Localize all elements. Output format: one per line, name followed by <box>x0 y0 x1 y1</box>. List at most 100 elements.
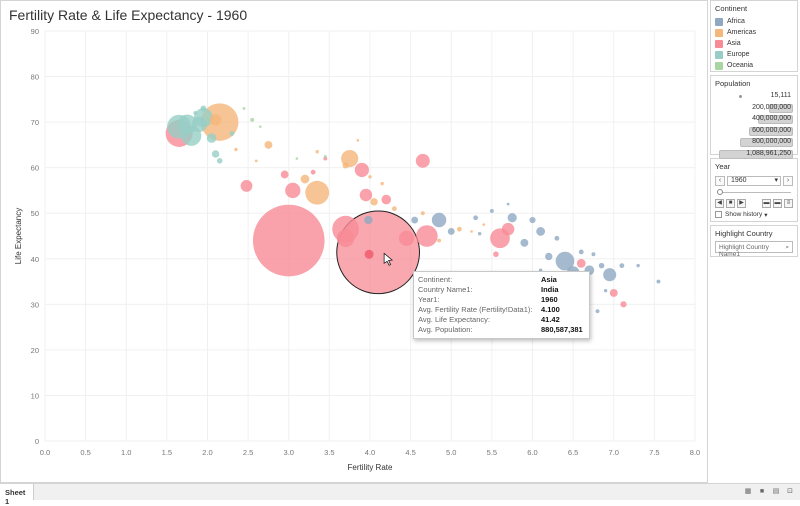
year-dropdown[interactable]: 1960 ▾ <box>727 175 781 186</box>
scatter-plot[interactable]: 0.0 0.5 1.0 1.5 2.0 2.5 3.0 3.5 4.0 4.5 5.0 5.5 6.0 6… <box>1 1 707 482</box>
data-point-asia[interactable] <box>336 229 355 248</box>
data-point-europe[interactable] <box>200 105 207 112</box>
data-point-africa[interactable] <box>591 252 596 257</box>
data-point-oceania[interactable] <box>250 117 255 122</box>
data-point-europe[interactable] <box>191 116 208 133</box>
data-point-asia[interactable] <box>280 170 289 179</box>
data-point-asia[interactable] <box>416 225 438 247</box>
data-point-asia[interactable] <box>576 258 586 268</box>
data-point-americas[interactable] <box>380 181 384 186</box>
data-point-africa[interactable] <box>507 213 517 223</box>
data-point-africa[interactable] <box>595 309 600 314</box>
grid-icon[interactable]: ▦ <box>744 488 752 495</box>
tab-sheet-1[interactable]: Sheet 1 <box>0 484 34 506</box>
chevron-down-icon[interactable]: ▾ <box>764 211 768 219</box>
data-point-asia[interactable] <box>415 153 430 168</box>
data-point-africa[interactable] <box>431 212 447 228</box>
data-point-africa[interactable] <box>364 215 373 225</box>
legend-item-europe[interactable]: Europe <box>715 49 793 60</box>
data-point-americas[interactable] <box>315 150 319 154</box>
data-point-asia[interactable] <box>252 204 325 277</box>
data-point-americas[interactable] <box>356 139 360 142</box>
list-icon[interactable]: ▤ <box>772 488 780 495</box>
data-point-americas[interactable] <box>264 140 273 149</box>
filmstrip-icon[interactable]: ■ <box>759 488 765 495</box>
data-point-americas[interactable] <box>368 175 372 179</box>
speed-fast-icon[interactable]: ≡ <box>784 198 793 208</box>
data-point-africa[interactable] <box>489 208 494 213</box>
data-point-americas[interactable] <box>300 174 310 184</box>
data-point-africa[interactable] <box>536 227 546 236</box>
data-point-asia[interactable] <box>381 194 392 205</box>
data-point-asia[interactable] <box>240 179 253 192</box>
data-point-europe[interactable] <box>211 150 220 158</box>
data-point-americas[interactable] <box>254 159 258 163</box>
data-point-africa[interactable] <box>473 215 479 221</box>
data-point-africa[interactable] <box>603 288 608 293</box>
data-point-europe[interactable] <box>216 158 223 164</box>
data-point-africa[interactable] <box>603 268 617 282</box>
data-point-africa[interactable] <box>554 235 560 241</box>
data-point-americas[interactable] <box>420 211 425 216</box>
data-point-asia[interactable] <box>285 182 301 199</box>
data-point-europe[interactable] <box>193 111 198 115</box>
next-year-button[interactable]: › <box>783 175 793 186</box>
highlight-country-input[interactable]: Highlight Country Name1 ⌕ <box>715 241 793 258</box>
data-point-africa[interactable] <box>411 216 419 224</box>
data-point-asia[interactable] <box>354 162 369 178</box>
data-point-africa[interactable] <box>545 252 553 261</box>
data-point-africa[interactable] <box>656 279 661 284</box>
data-point-americas[interactable] <box>470 230 473 233</box>
data-point-europe[interactable] <box>229 131 235 136</box>
data-point-americas[interactable] <box>305 180 330 205</box>
legend-item-asia[interactable]: Asia <box>715 38 793 49</box>
data-point-oceania[interactable] <box>295 157 299 160</box>
data-point-asia[interactable] <box>359 188 373 202</box>
data-point-asia[interactable] <box>398 230 415 246</box>
speed-medium-icon[interactable]: ▬ <box>773 198 782 208</box>
speed-slow-icon[interactable]: ▬ <box>762 198 771 208</box>
data-point-americas[interactable] <box>456 226 462 232</box>
presentation-icon[interactable]: ⊡ <box>787 488 793 495</box>
data-point-asia[interactable] <box>609 289 618 297</box>
data-point-africa[interactable] <box>506 202 510 206</box>
data-point-americas[interactable] <box>391 206 397 212</box>
data-point-americas[interactable] <box>209 114 222 126</box>
data-point-asia[interactable] <box>323 156 328 161</box>
data-point-asia[interactable] <box>620 301 627 308</box>
prev-year-button[interactable]: ‹ <box>715 175 725 186</box>
data-point-asia[interactable] <box>501 222 515 236</box>
data-point-africa[interactable] <box>619 263 625 269</box>
data-point-americas[interactable] <box>370 198 378 206</box>
data-point-africa[interactable] <box>578 249 584 255</box>
data-point-americas[interactable] <box>342 162 349 169</box>
play-icon[interactable]: ▶ <box>737 198 746 208</box>
stop-icon[interactable]: ■ <box>726 198 735 208</box>
data-point-europe[interactable] <box>177 114 198 135</box>
legend-item-oceania[interactable]: Oceania <box>715 60 793 71</box>
data-point-oceania[interactable] <box>259 125 262 128</box>
y-tick-label: 60 <box>31 164 39 173</box>
show-history-checkbox[interactable] <box>715 211 722 218</box>
data-point-africa[interactable] <box>447 228 455 235</box>
data-point-asia[interactable] <box>493 251 499 258</box>
legend-item-americas[interactable]: Americas <box>715 27 793 38</box>
data-point-asia[interactable] <box>310 169 316 175</box>
data-point-americas[interactable] <box>482 223 486 227</box>
legend-item-africa[interactable]: Africa <box>715 16 793 27</box>
data-point-africa[interactable] <box>598 262 605 269</box>
data-point-africa[interactable] <box>555 251 575 271</box>
data-point-oceania[interactable] <box>323 154 327 158</box>
data-point-africa[interactable] <box>477 232 482 236</box>
y-tick-label: 30 <box>31 300 39 309</box>
year-slider[interactable] <box>715 187 793 197</box>
data-point-africa[interactable] <box>636 263 640 268</box>
data-point-americas[interactable] <box>437 238 442 243</box>
step-back-icon[interactable]: ◀ <box>715 198 724 208</box>
data-point-europe[interactable] <box>206 133 217 143</box>
data-point-africa[interactable] <box>520 238 529 247</box>
slider-handle[interactable] <box>717 189 723 195</box>
data-point-oceania[interactable] <box>242 107 246 110</box>
data-point-africa[interactable] <box>529 216 536 224</box>
data-point-americas[interactable] <box>234 147 238 152</box>
